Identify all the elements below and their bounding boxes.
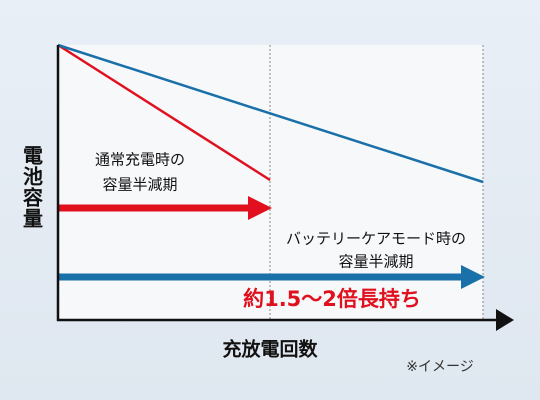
care-label: 容量半減期 — [338, 253, 413, 271]
normal-arrowhead — [248, 196, 272, 220]
x-axis-label: 充放電回数 — [222, 338, 318, 361]
note: ※イメージ — [406, 359, 473, 375]
care-label: バッテリーケアモード時の — [286, 230, 466, 248]
normal-label: 容量半減期 — [102, 176, 177, 194]
care-line — [57, 43, 484, 184]
normal-line — [57, 43, 271, 182]
x-axis-arrowhead — [496, 309, 514, 331]
highlight: 約1.5～2倍長持ち — [243, 287, 421, 311]
y-axis-label: 電池容量 — [20, 145, 44, 229]
normal-label: 通常充電時の — [95, 151, 185, 169]
care-arrowhead — [461, 265, 485, 289]
